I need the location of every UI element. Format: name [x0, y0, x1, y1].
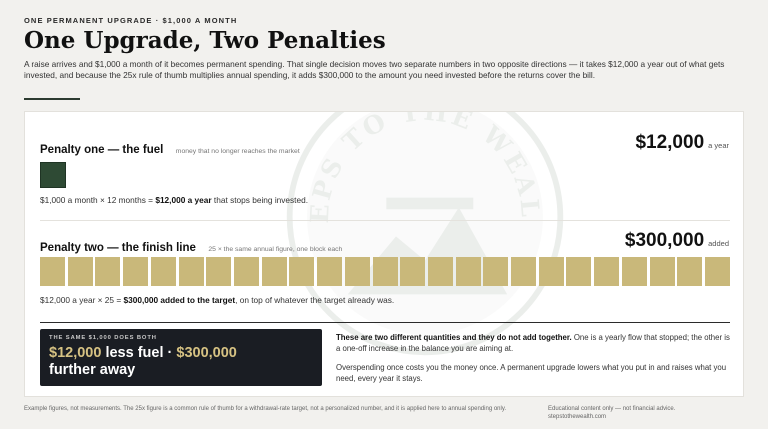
penalty-one-subtitle: money that no longer reaches the market — [175, 148, 300, 155]
target-block — [372, 257, 398, 286]
target-block — [150, 257, 176, 286]
summary-fuel-text: less fuel — [101, 345, 164, 361]
steps-to-the-wealth-logo-icon: STEPS TO THE WEALTH — [280, 111, 564, 356]
explanation-paragraph-two: Overspending once costs you the money on… — [336, 363, 727, 383]
target-block — [594, 257, 620, 286]
penalty-one-header: Penalty one — the fuel money that no lon… — [40, 140, 300, 158]
title-rule — [24, 98, 80, 100]
penalty-two-unit: added — [708, 239, 729, 248]
target-block — [427, 257, 453, 286]
target-block — [621, 257, 647, 286]
target-block — [261, 257, 287, 286]
target-block — [483, 257, 509, 286]
content-card: STEPS TO THE WEALTH Penalty one — the fu… — [24, 111, 744, 397]
target-blocks — [40, 257, 730, 286]
penalty-two-equation-suffix: , on top of whatever the target already … — [235, 295, 395, 305]
site-link[interactable]: stepstothewealth.com — [548, 414, 607, 420]
target-block — [455, 257, 481, 286]
target-block — [289, 257, 315, 286]
target-block — [344, 257, 370, 286]
summary-card: THE SAME $1,000 DOES BOTH $12,000 less f… — [40, 329, 322, 386]
target-block — [40, 257, 65, 286]
summary-fuel-amount: $12,000 — [49, 345, 102, 361]
target-block — [317, 257, 343, 286]
summary-label: THE SAME $1,000 DOES BOTH — [49, 335, 157, 341]
penalty-two-subtitle: 25 × the same annual figure, one block e… — [208, 246, 343, 253]
footnote: Example figures, not measurements. The 2… — [24, 406, 507, 412]
summary-target-amount: $300,000 — [176, 345, 237, 361]
penalty-two-equation-prefix: $12,000 a year × 25 = — [40, 295, 124, 305]
target-block — [178, 257, 204, 286]
penalty-one-figure: $12,000 a year — [635, 132, 729, 154]
explanation-bold: These are two different quantities and t… — [336, 333, 572, 342]
intro-paragraph: A raise arrives and $1,000 a month of it… — [24, 59, 725, 81]
explanation-rest: One is a yearly flow that stopped; the o… — [336, 333, 730, 353]
penalty-two-amount: $300,000 — [624, 230, 705, 251]
summary-divider — [40, 322, 730, 323]
fuel-block — [40, 162, 66, 188]
explanation-paragraph-one: These are two different quantities and t… — [336, 333, 731, 355]
target-block — [649, 257, 675, 286]
target-block — [511, 257, 537, 286]
penalty-two-equation: $12,000 a year × 25 = $300,000 added to … — [40, 295, 394, 305]
section-divider — [40, 220, 730, 221]
watermark-text: STEPS TO THE WEALTH — [280, 112, 543, 224]
disclaimer: Educational content only — not financial… — [548, 406, 676, 412]
target-block — [95, 257, 121, 286]
penalty-one-equation-prefix: $1,000 a month × 12 months = — [40, 195, 156, 205]
penalty-two-figure: $300,000 added — [625, 230, 729, 252]
target-block — [400, 257, 426, 286]
target-block — [67, 257, 93, 286]
svg-text:STEPS TO THE WEALTH: STEPS TO THE WEALTH — [280, 111, 546, 224]
footer-right: Educational content only — not financial… — [548, 405, 748, 421]
penalty-one-amount: $12,000 — [635, 132, 705, 153]
page-title: One Upgrade, Two Penalties — [24, 27, 386, 54]
target-block — [677, 257, 703, 286]
penalty-one-equation-bold: $12,000 a year — [155, 195, 212, 205]
penalty-one-unit: a year — [708, 141, 729, 150]
eyebrow: ONE PERMANENT UPGRADE · $1,000 A MONTH — [24, 16, 238, 25]
target-block — [123, 257, 149, 286]
penalty-two-header: Penalty two — the finish line 25 × the s… — [40, 238, 342, 256]
target-block — [705, 257, 730, 286]
target-block — [538, 257, 564, 286]
penalty-one-equation: $1,000 a month × 12 months = $12,000 a y… — [40, 195, 308, 205]
target-block — [206, 257, 232, 286]
target-block — [233, 257, 259, 286]
penalty-one-equation-suffix: that stops being invested. — [211, 195, 309, 205]
penalty-two-equation-bold: $300,000 added to the target — [123, 295, 236, 305]
penalty-one-title: Penalty one — the fuel — [40, 144, 164, 156]
summary-target-text: further away — [49, 362, 136, 378]
target-block — [566, 257, 592, 286]
summary-line-one: $12,000 less fuel · $300,000 — [49, 345, 237, 361]
penalty-two-title: Penalty two — the finish line — [40, 242, 196, 254]
summary-separator: · — [163, 345, 177, 361]
